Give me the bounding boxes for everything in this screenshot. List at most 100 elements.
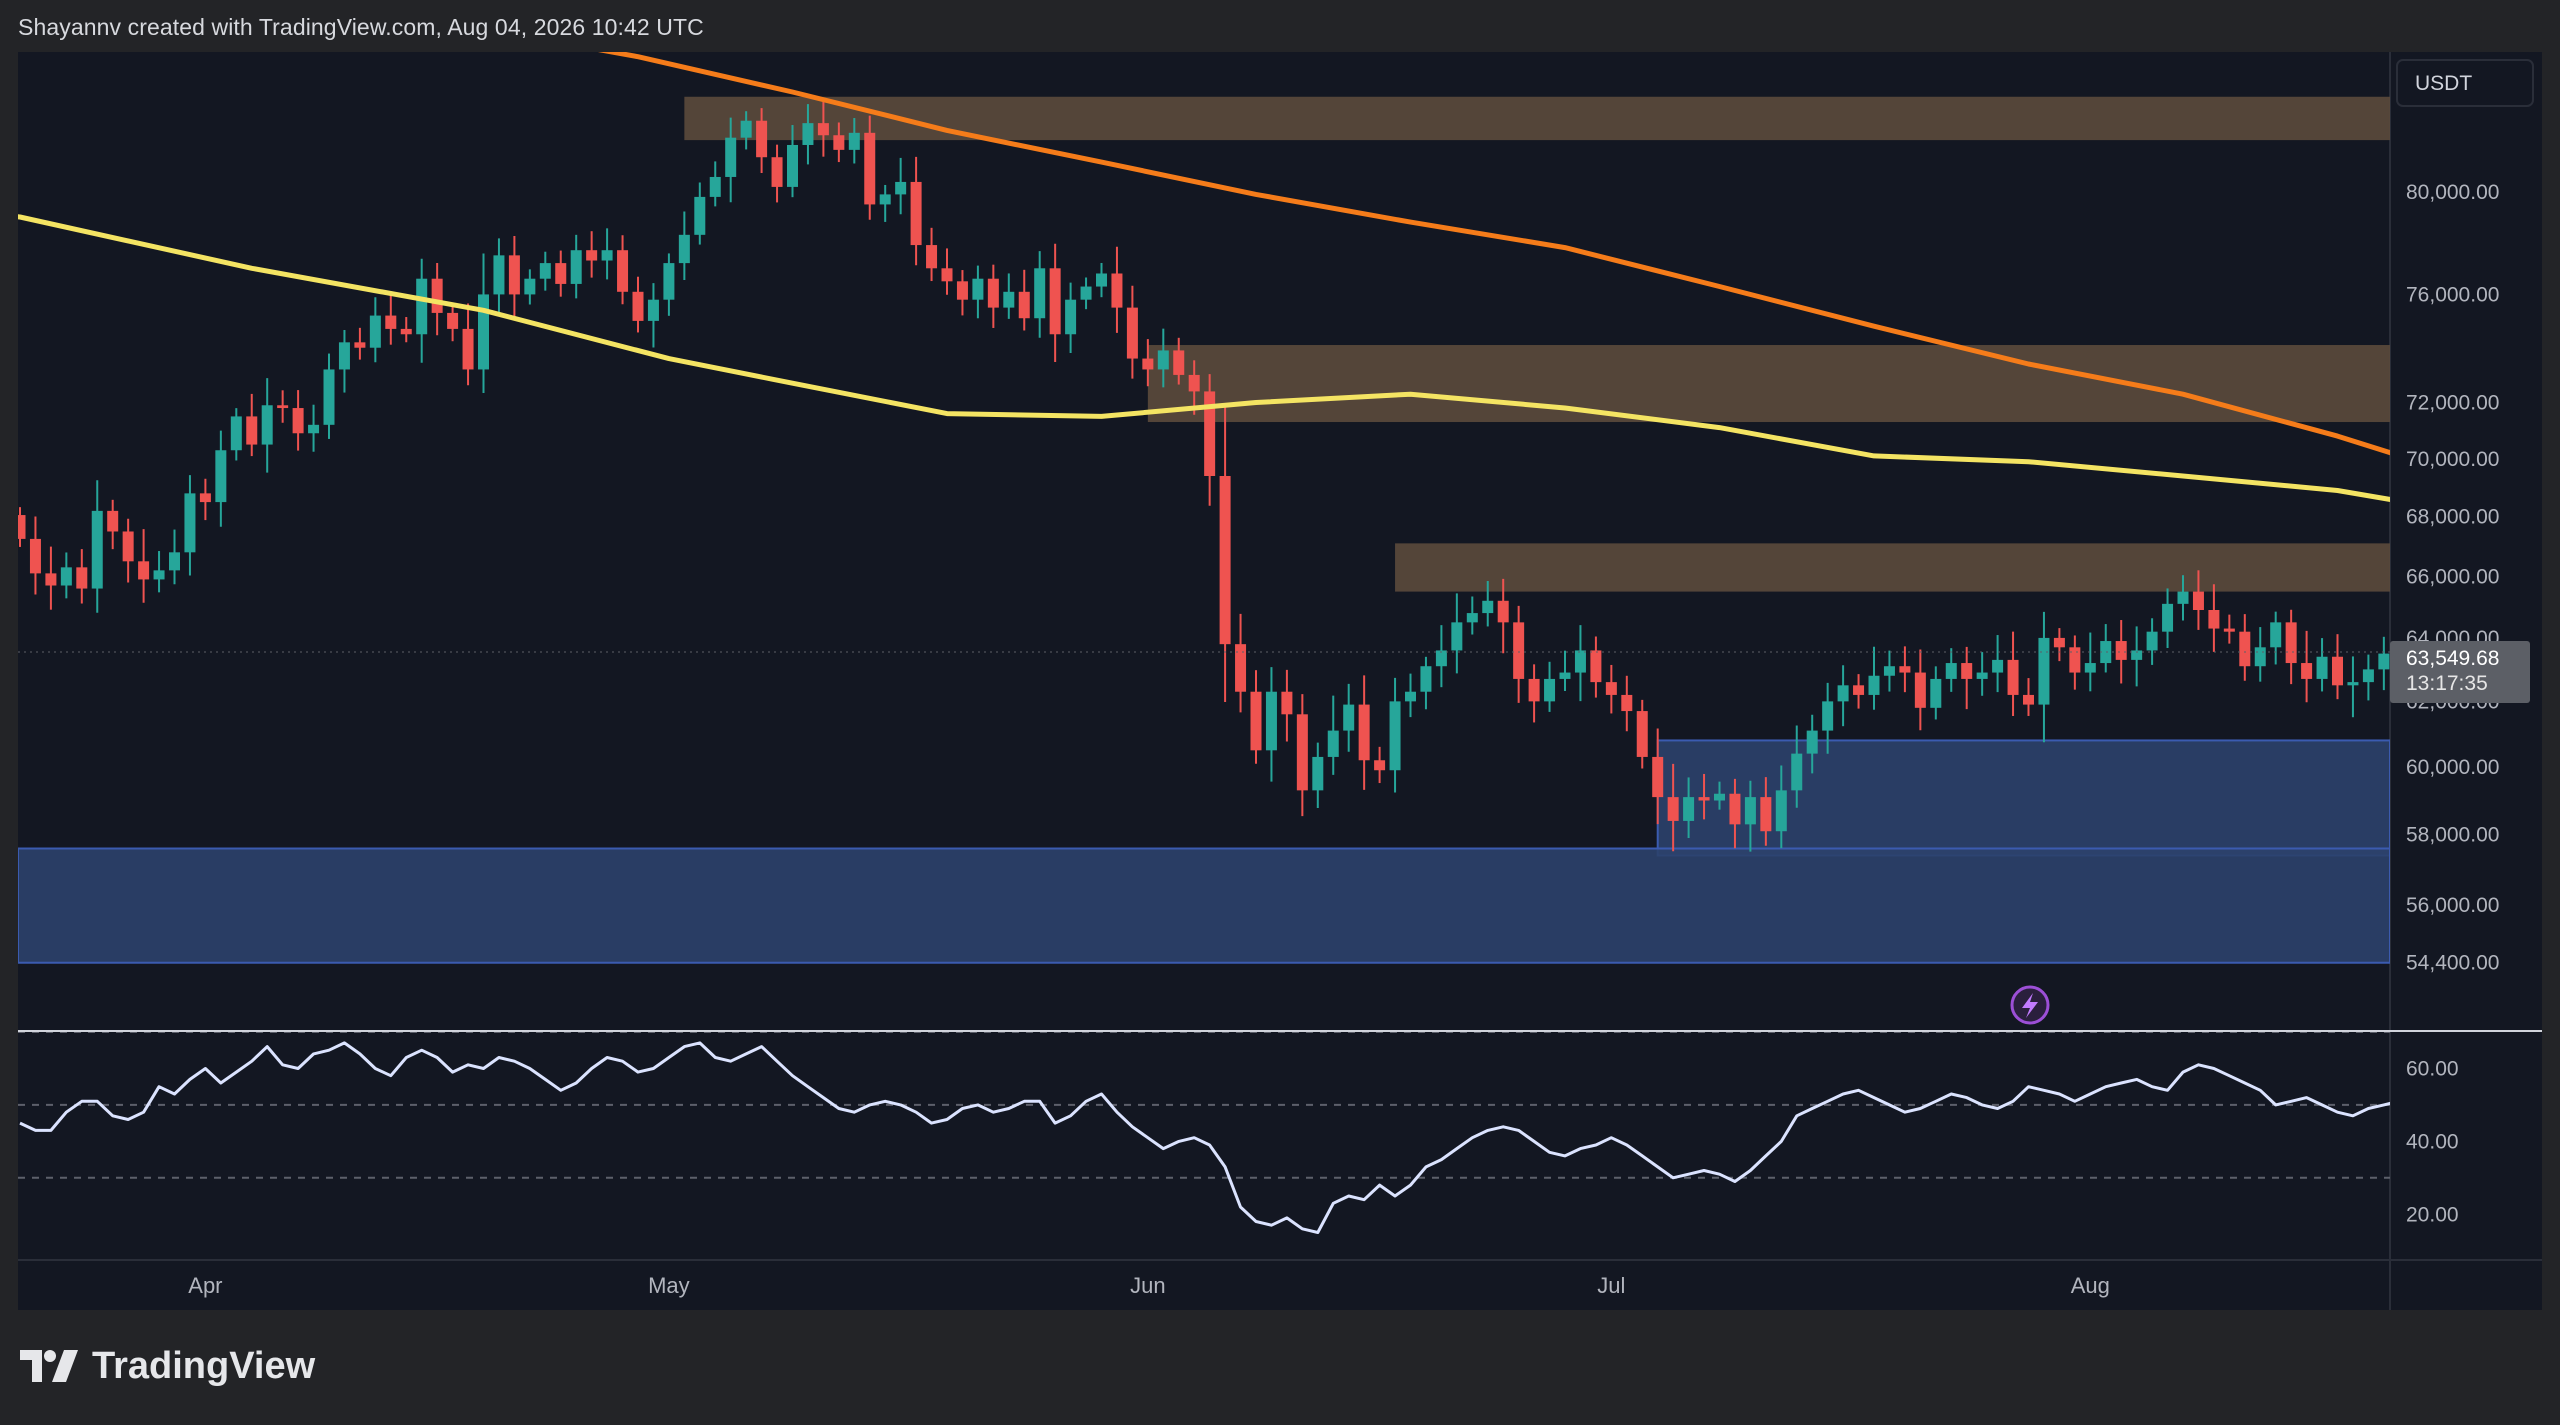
demand-zone[interactable] bbox=[18, 847, 2390, 964]
candle-body bbox=[1791, 753, 1803, 791]
candle-body bbox=[817, 123, 829, 136]
candle-body bbox=[1096, 273, 1107, 287]
candle-body bbox=[1049, 268, 1061, 335]
candle-body bbox=[369, 315, 381, 348]
candle-body bbox=[29, 538, 41, 574]
candle-body bbox=[122, 531, 134, 562]
candle-body bbox=[2007, 659, 2019, 695]
candle-body bbox=[230, 416, 242, 451]
candle-body bbox=[663, 263, 675, 300]
candle-body bbox=[1559, 672, 1571, 679]
candle-body bbox=[1961, 663, 1973, 679]
candle-body bbox=[1343, 704, 1355, 731]
candle-body bbox=[400, 328, 412, 335]
candle-body bbox=[462, 328, 474, 370]
candle-body bbox=[1883, 666, 1895, 676]
candle-body bbox=[292, 408, 304, 434]
candle-body bbox=[1157, 350, 1169, 370]
candle-body bbox=[2378, 653, 2390, 670]
tradingview-logo-icon bbox=[20, 1350, 78, 1382]
candle-body bbox=[1621, 694, 1633, 712]
currency-label: USDT bbox=[2415, 72, 2472, 95]
candle-body bbox=[802, 123, 814, 145]
candle-body bbox=[1358, 704, 1370, 761]
candle-body bbox=[2177, 591, 2189, 604]
candle-body bbox=[1667, 797, 1679, 821]
candle-body bbox=[1853, 685, 1865, 695]
supply-zone[interactable] bbox=[1147, 345, 2390, 423]
candle-body bbox=[1173, 350, 1185, 375]
candle-body bbox=[2192, 591, 2204, 610]
candle-body bbox=[1899, 666, 1911, 673]
price-tick-label: 58,000.00 bbox=[2406, 824, 2499, 847]
price-tick-label: 60,000.00 bbox=[2406, 756, 2499, 779]
candle-body bbox=[2347, 682, 2359, 686]
price-tick-label: 72,000.00 bbox=[2406, 391, 2499, 414]
candle-body bbox=[338, 342, 350, 370]
time-tick-label: Jun bbox=[1130, 1273, 1165, 1298]
candle-body bbox=[1003, 291, 1015, 308]
price-tick-label: 54,400.00 bbox=[2406, 952, 2499, 975]
candle-body bbox=[586, 250, 598, 261]
candle-body bbox=[2332, 656, 2343, 686]
candle-body bbox=[1497, 600, 1509, 623]
candle-body bbox=[2038, 637, 2050, 705]
candle-body bbox=[1482, 600, 1494, 614]
candle-body bbox=[555, 263, 567, 284]
candle-body bbox=[1312, 756, 1324, 791]
candle-body bbox=[45, 573, 57, 586]
candle-body bbox=[1636, 711, 1648, 757]
price-tick-label: 70,000.00 bbox=[2406, 448, 2499, 471]
candle-body bbox=[1018, 291, 1030, 319]
candle-body bbox=[2069, 647, 2081, 673]
candle-body bbox=[1652, 756, 1664, 798]
candle-body bbox=[107, 510, 119, 532]
candle-body bbox=[2254, 647, 2266, 667]
candle-body bbox=[1837, 685, 1849, 702]
main-pane[interactable] bbox=[18, 52, 2390, 1310]
candle-body bbox=[771, 157, 783, 187]
rsi-layer bbox=[18, 1032, 2390, 1234]
candle-body bbox=[570, 250, 582, 284]
candle-body bbox=[1590, 650, 1602, 683]
tradingview-logo[interactable]: TradingView bbox=[20, 1343, 315, 1389]
price-tick-label: 68,000.00 bbox=[2406, 506, 2499, 529]
candle-body bbox=[215, 450, 227, 503]
supply-zone[interactable] bbox=[1395, 543, 2390, 592]
candle-body bbox=[508, 255, 520, 295]
candle-body bbox=[1126, 307, 1138, 359]
candle-body bbox=[184, 493, 196, 553]
candle-body bbox=[864, 132, 876, 205]
candle-body bbox=[308, 424, 320, 434]
currency-selector[interactable]: USDT bbox=[2396, 59, 2534, 107]
candle-body bbox=[601, 250, 613, 261]
candle-body bbox=[1405, 691, 1416, 702]
candle-body bbox=[1435, 650, 1447, 667]
candle-body bbox=[725, 137, 737, 177]
candle-body bbox=[1466, 613, 1478, 623]
candle-body bbox=[1528, 678, 1540, 702]
candle-body bbox=[987, 278, 999, 308]
candle-body bbox=[1868, 675, 1880, 695]
demand-zone[interactable] bbox=[1656, 739, 2390, 857]
candle-body bbox=[1775, 790, 1787, 832]
candle-body bbox=[2115, 641, 2127, 660]
candle-body bbox=[1389, 701, 1401, 771]
time-tick-label: Apr bbox=[188, 1273, 222, 1298]
candle-body bbox=[2270, 622, 2282, 648]
candle-body bbox=[1374, 760, 1386, 771]
lightning-icon[interactable] bbox=[2010, 985, 2050, 1025]
candles-layer bbox=[18, 101, 2390, 852]
ma-200-line bbox=[597, 52, 2390, 456]
time-tick-label: Jul bbox=[1597, 1273, 1625, 1298]
supply-zone[interactable] bbox=[684, 96, 2390, 141]
candle-body bbox=[18, 515, 26, 539]
candle-body bbox=[1729, 793, 1741, 825]
candle-body bbox=[1265, 691, 1277, 751]
candle-body bbox=[1513, 622, 1525, 679]
candle-body bbox=[956, 281, 968, 300]
candle-body bbox=[2301, 663, 2313, 679]
candle-body bbox=[2362, 669, 2374, 683]
candle-body bbox=[2131, 650, 2143, 660]
